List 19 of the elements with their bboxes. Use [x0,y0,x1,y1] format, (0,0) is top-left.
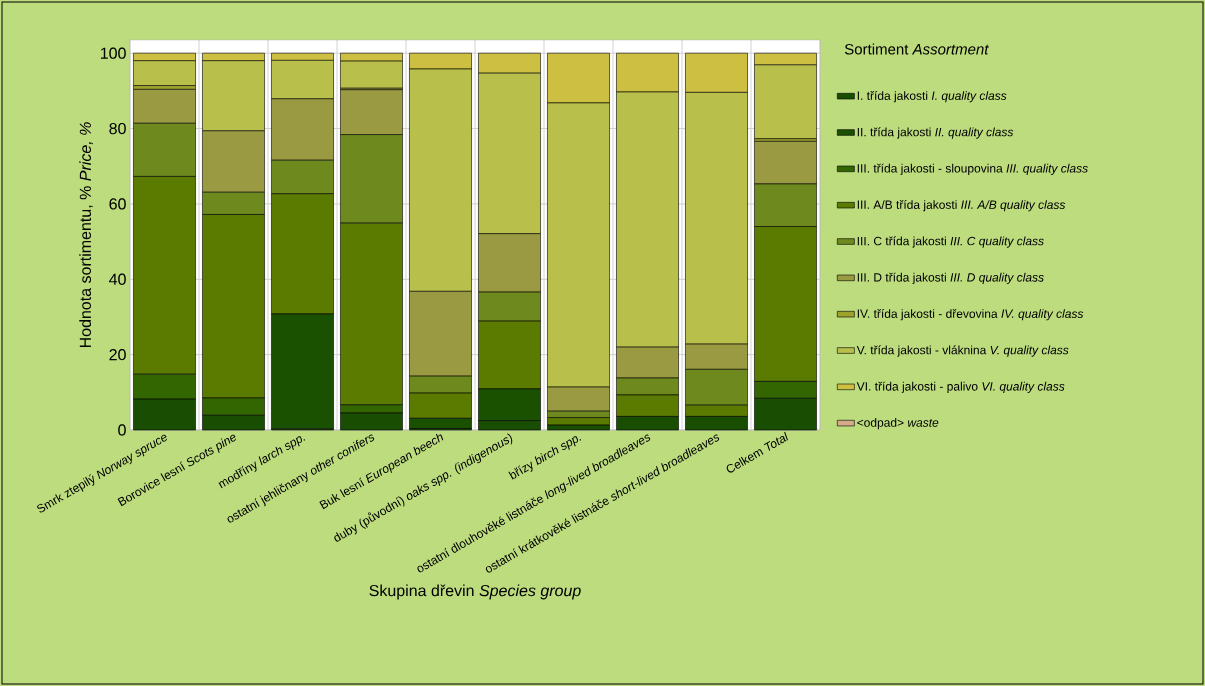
legend-label: II. třída jakosti II. quality class [857,127,1014,139]
y-tick-label: 0 [118,424,126,436]
legend-title: Sortiment Assortment [844,43,989,55]
y-axis-title: Hodnota sortimentu, % Price, % [79,122,93,348]
x-axis-title: Skupina dřevin Species group [369,584,581,600]
legend-label: V. třída jakosti - vláknina V. quality class [856,345,1069,357]
legend-label: IV. třída jakosti - dřevovina IV. quality class [857,309,1084,321]
legend-label: III. D třída jakosti III. D quality class [857,272,1044,285]
legend-label: III. A/B třída jakosti III. A/B quality class [857,200,1066,212]
y-tick-label: 40 [109,273,126,285]
y-tick-label: 80 [109,122,126,135]
legend-label: III. třída jakosti - sloupovina III. quality class [857,163,1088,175]
y-tick-label: 20 [109,348,126,361]
y-tick-label: 100 [100,47,126,59]
legend-label: I. třída jakosti I. quality class [857,91,1007,103]
legend-label: <odpad> waste [857,418,939,430]
legend-label: VI. třída jakosti - palivo VI. quality class [856,381,1065,394]
legend-label: III. C třída jakosti III. C quality class [857,236,1044,248]
y-tick-label: 60 [109,198,126,210]
